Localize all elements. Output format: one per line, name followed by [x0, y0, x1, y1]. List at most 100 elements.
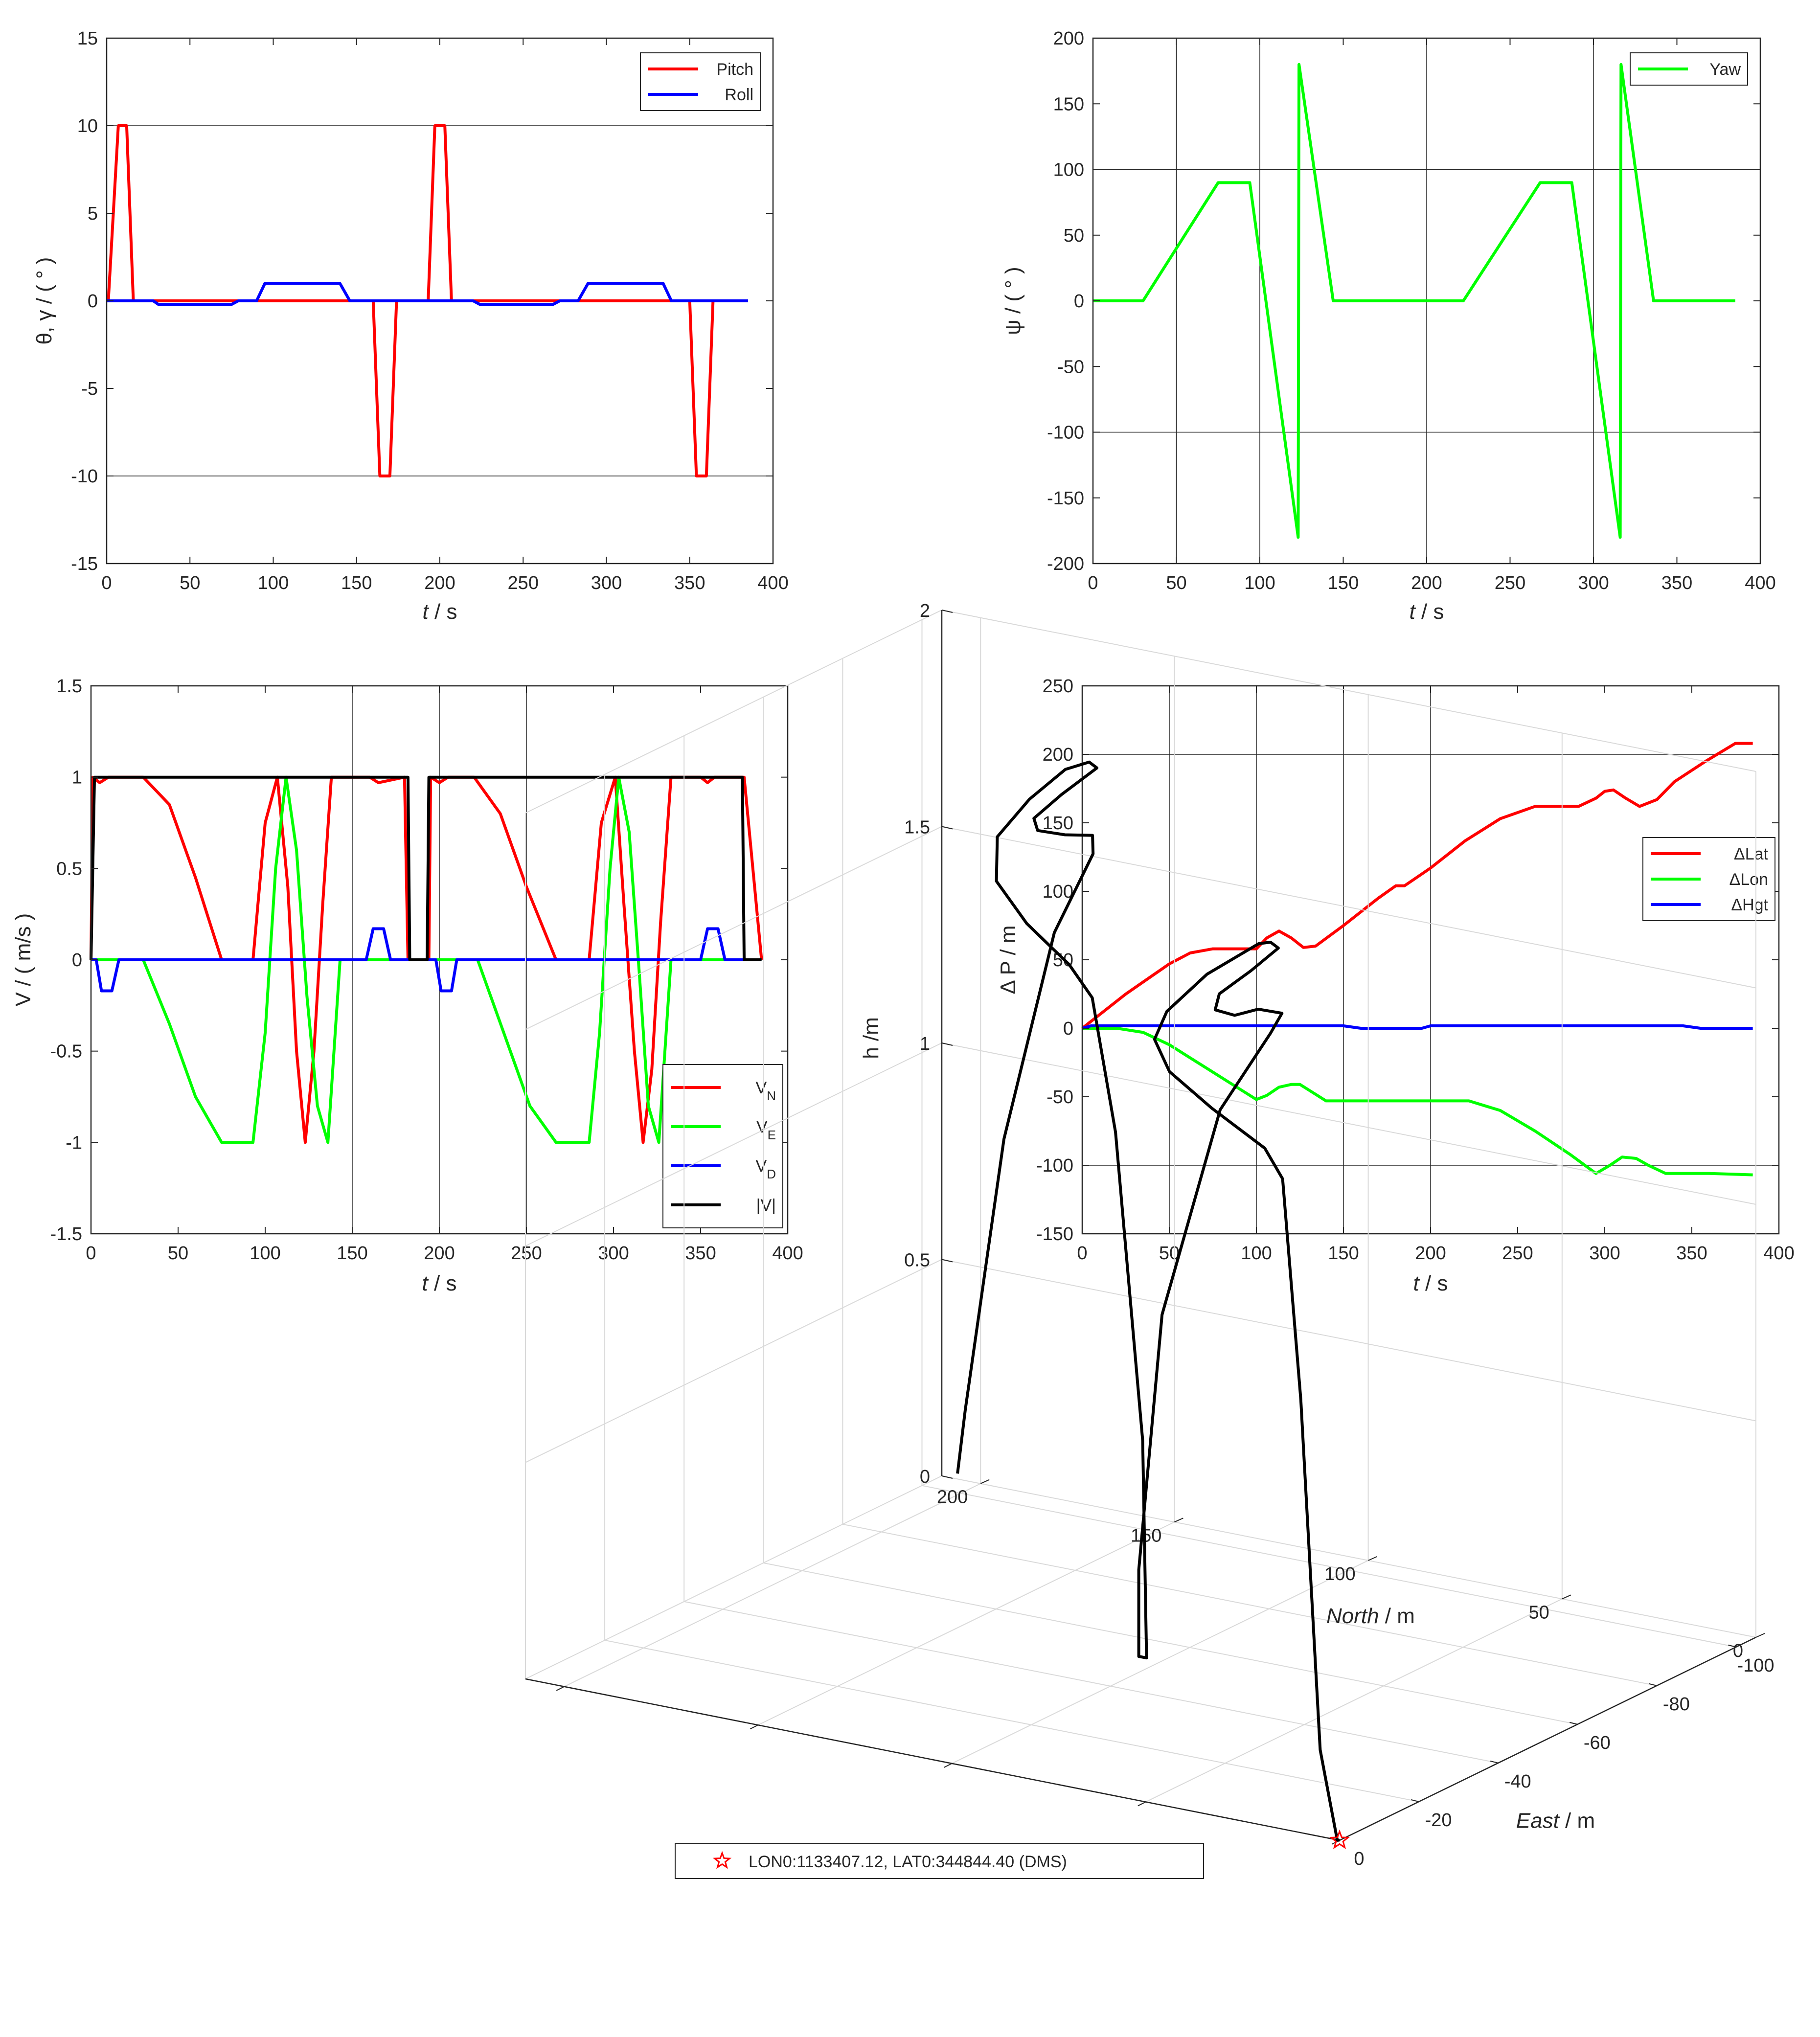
north-tick-label: 150 [1131, 1525, 1161, 1546]
x-axis-label: t / s [423, 600, 457, 624]
east-tick-label: -100 [1737, 1655, 1774, 1676]
x-tick-label: 250 [1502, 1243, 1533, 1264]
y-tick-label: 50 [1064, 226, 1084, 246]
legend-label-ΔHgt: ΔHgt [1731, 896, 1768, 914]
series-line-ΔHgt [1082, 1024, 1753, 1030]
start-point-star-marker [1329, 1829, 1350, 1850]
y-axis-label: Δ P / m [996, 925, 1020, 994]
north-tick-label: 50 [1529, 1602, 1549, 1623]
east-tick-mark [1570, 1721, 1578, 1725]
east-tick-mark [1649, 1683, 1657, 1686]
x-tick-label: 300 [1589, 1243, 1620, 1264]
x-tick-label: 250 [1495, 573, 1525, 593]
y-tick-label: -100 [1036, 1155, 1073, 1176]
x-tick-label: 150 [1328, 1243, 1359, 1264]
east-tick-label: -40 [1504, 1771, 1531, 1792]
north-tick-mark [750, 1724, 758, 1730]
grid-floor-east [683, 1601, 1499, 1764]
east-tick-mark [1410, 1799, 1419, 1802]
legend-star-marker [712, 1851, 732, 1869]
legend-label-main: Roll [725, 86, 753, 104]
y-tick-label: 250 [1043, 676, 1073, 697]
x-tick-label: 200 [1411, 573, 1442, 593]
legend-label-main: V [756, 1157, 767, 1176]
east-tick-mark [1728, 1644, 1736, 1648]
east-axis-label-var: East [1516, 1809, 1560, 1833]
legend-label-subscript: D [767, 1167, 776, 1181]
grid-wall2-h [525, 1475, 942, 1679]
east-tick-label: 0 [1354, 1849, 1364, 1869]
north-tick-label: 200 [937, 1487, 968, 1508]
legend-box [640, 52, 761, 111]
trajectory-line [956, 760, 1340, 1842]
x-tick-label: 350 [1661, 573, 1692, 593]
grid-wall-h [941, 1042, 1756, 1205]
x-tick-label: 0 [101, 573, 112, 593]
x-tick-label: 350 [674, 573, 705, 593]
y-axis-label: θ, γ / ( ° ) [32, 257, 56, 345]
y-tick-label: -150 [1047, 488, 1084, 509]
north-tick-mark [1368, 1556, 1378, 1561]
north-tick-mark [980, 1479, 990, 1484]
h-tick-label: 0.5 [904, 1250, 930, 1271]
x-axis-label-var: t [1410, 600, 1416, 624]
x-axis-label-unit: / s [1415, 600, 1444, 624]
x-tick-label: 250 [508, 573, 539, 593]
x-tick-label: 50 [168, 1243, 188, 1264]
y-tick-label: 100 [1043, 882, 1073, 902]
east-tick-label: -80 [1663, 1694, 1690, 1715]
y-axis-label: V / ( m/s ) [11, 913, 35, 1007]
north-tick-label: 0 [1733, 1641, 1743, 1661]
series-line-Roll [107, 282, 748, 306]
legend-box [662, 1064, 783, 1228]
series-line-Yaw [1093, 63, 1735, 539]
legend-label-subscript: E [768, 1128, 776, 1142]
y-axis-label: ψ / ( ° ) [1001, 267, 1025, 335]
legend-label-main: ΔHgt [1731, 896, 1768, 914]
legend-label-Yaw: Yaw [1709, 60, 1741, 79]
y-tick-label: -150 [1036, 1224, 1073, 1245]
x-tick-label: 50 [180, 573, 200, 593]
y-tick-label: -1.5 [50, 1224, 82, 1245]
x-axis-label-unit: / s [1419, 1271, 1448, 1295]
h-tick-mark [941, 1475, 953, 1479]
h-tick-label: 2 [920, 601, 930, 621]
east-axis-line [1339, 1636, 1756, 1841]
x-tick-label: 400 [1745, 573, 1775, 593]
y-tick-label: -15 [71, 554, 98, 574]
panel-yaw-chart: 0 50 100 150 200 250 300 350 400 -200 -150 -100 -50 0… [1001, 28, 1776, 624]
legend: Pitch Roll [640, 52, 761, 111]
x-tick-label: 100 [250, 1243, 280, 1264]
x-tick-label: 300 [591, 573, 622, 593]
y-tick-label: 0 [1074, 291, 1084, 312]
y-tick-label: 0.5 [56, 859, 82, 879]
y-tick-label: 1.5 [56, 676, 82, 697]
y-tick-label: 100 [1053, 160, 1084, 181]
x-axis-label-var: t [422, 1271, 429, 1295]
grid-floor-north [952, 1560, 1369, 1764]
y-tick-label: 0 [88, 291, 98, 312]
grid-floor-east [922, 1485, 1736, 1648]
legend-label-subscript: N [767, 1088, 776, 1103]
y-tick-label: -100 [1047, 423, 1084, 443]
north-tick-mark [556, 1686, 565, 1691]
x-tick-label: 0 [86, 1243, 96, 1264]
north-axis-line [525, 1678, 1340, 1841]
x-tick-label: 200 [424, 573, 455, 593]
h-tick-mark [941, 1042, 953, 1046]
legend-box [675, 1843, 1204, 1879]
x-tick-label: 250 [511, 1243, 542, 1264]
legend-label-main: V [756, 1118, 768, 1136]
north-tick-mark [1174, 1517, 1183, 1523]
x-tick-label: 350 [1676, 1243, 1707, 1264]
y-tick-label: 5 [88, 204, 98, 224]
x-tick-label: 400 [1763, 1243, 1794, 1264]
y-tick-label: 10 [77, 116, 98, 136]
legend-label-|V|: |V| [756, 1196, 776, 1215]
grid-floor-north [757, 1521, 1175, 1726]
y-tick-label: 0 [1063, 1018, 1073, 1039]
x-tick-label: 200 [1415, 1243, 1446, 1264]
grid-wall-h [941, 826, 1756, 989]
